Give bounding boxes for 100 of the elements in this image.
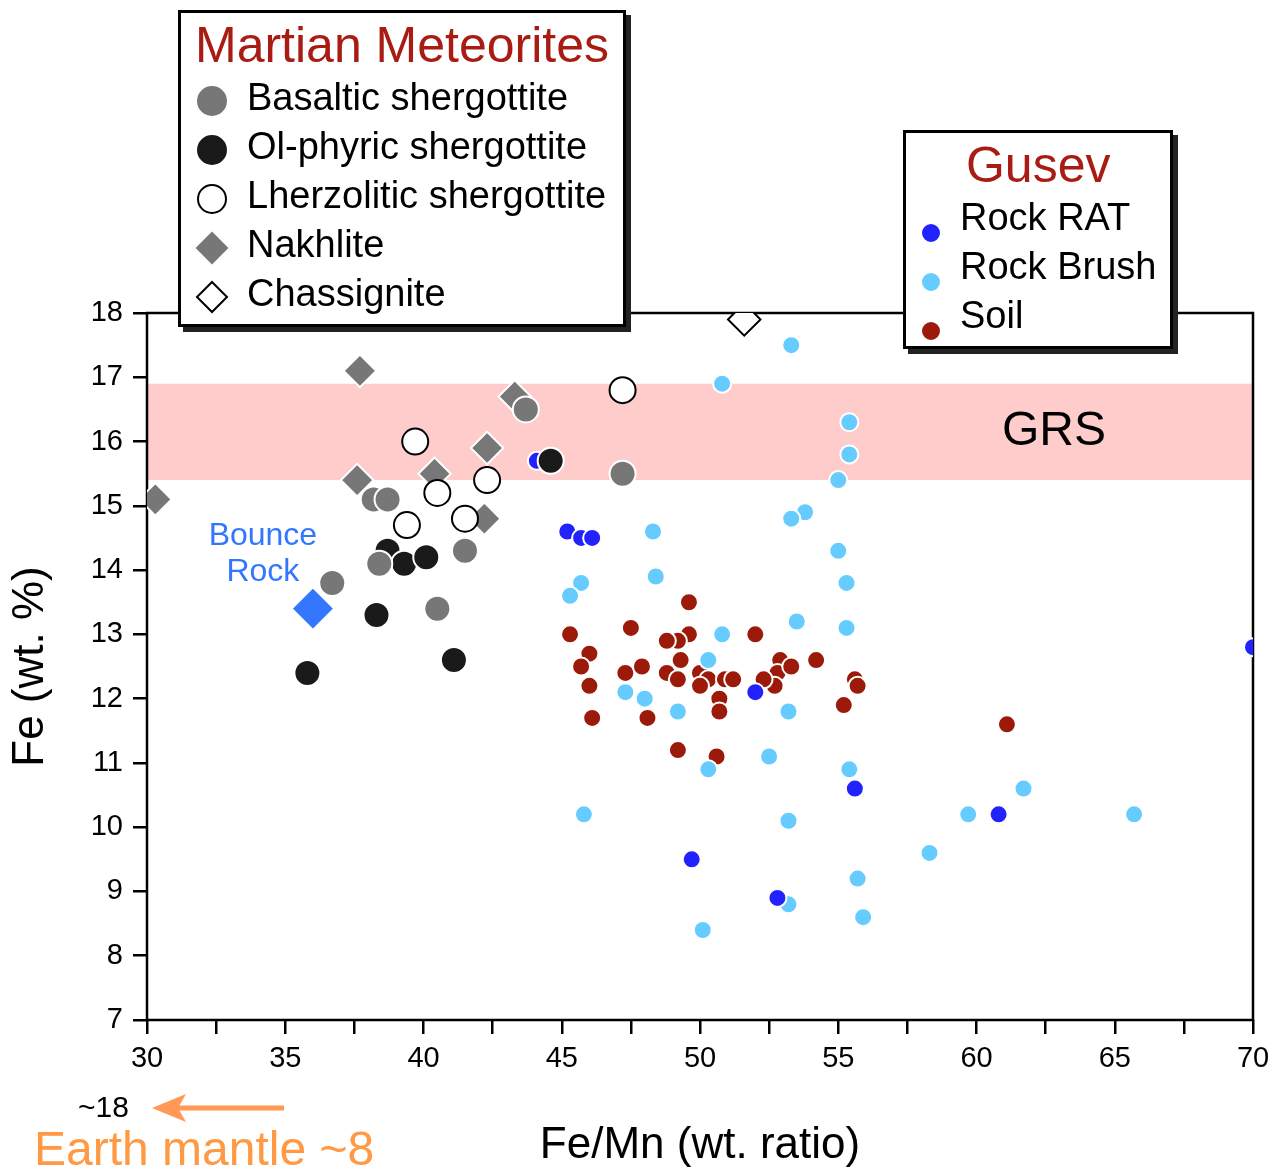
point	[833, 695, 854, 716]
point	[996, 714, 1017, 735]
point	[373, 485, 402, 514]
point	[806, 650, 827, 671]
legend-label: Chassignite	[247, 271, 446, 316]
point	[698, 759, 719, 780]
point	[836, 572, 857, 593]
point	[667, 669, 688, 690]
y-tick-label: 13	[90, 616, 123, 649]
point	[847, 868, 868, 889]
point	[919, 842, 940, 863]
point	[692, 920, 713, 941]
point	[839, 444, 860, 465]
point	[645, 566, 666, 587]
legend-label: Basaltic shergottite	[247, 75, 569, 120]
point	[781, 508, 802, 529]
point	[670, 650, 691, 671]
point	[767, 887, 788, 908]
point	[342, 353, 378, 389]
point	[450, 536, 479, 565]
point	[847, 675, 868, 696]
point	[988, 804, 1009, 825]
point	[828, 540, 849, 561]
point	[690, 675, 710, 696]
point	[667, 701, 688, 722]
point	[362, 601, 391, 630]
point	[656, 630, 677, 651]
x-tick-label: 50	[683, 1041, 717, 1074]
point	[786, 611, 807, 632]
text: ~18	[78, 1090, 129, 1124]
y-axis-title: Fe (wt. %)	[2, 566, 52, 767]
point	[839, 759, 860, 780]
point	[678, 592, 699, 613]
x-tick-label: 30	[130, 1041, 164, 1074]
point	[293, 658, 322, 687]
point	[634, 688, 655, 709]
point	[781, 656, 802, 677]
legend-label: Rock RAT	[960, 195, 1131, 240]
text: Gusev	[964, 137, 1112, 193]
point	[698, 650, 719, 671]
y-tick-label: 11	[92, 744, 123, 777]
point	[745, 624, 766, 645]
y-tick-label: 15	[90, 487, 123, 520]
point	[709, 701, 730, 722]
point	[1124, 804, 1145, 825]
point	[1013, 778, 1034, 799]
legend-label: Soil	[960, 293, 1024, 338]
point	[365, 549, 394, 578]
point	[828, 470, 849, 491]
point	[339, 462, 375, 498]
x-tick-label: 65	[1098, 1041, 1131, 1074]
y-tick-label: 12	[90, 680, 123, 713]
legend-label: Rock Brush	[960, 244, 1157, 289]
y-tick-label: 10	[90, 809, 123, 842]
x-tick-label: 40	[407, 1041, 440, 1074]
point	[423, 594, 452, 623]
point	[667, 740, 688, 761]
y-tick-label: 9	[106, 873, 123, 906]
y-tick-label: 14	[90, 552, 123, 585]
point	[571, 656, 592, 677]
point	[582, 707, 603, 728]
y-tick-label: 8	[106, 937, 123, 970]
y-tick-label: 18	[90, 295, 123, 327]
point	[781, 335, 802, 356]
point	[573, 804, 594, 825]
point	[473, 466, 502, 495]
point	[643, 521, 663, 542]
point	[778, 810, 799, 831]
point	[318, 568, 347, 597]
point	[853, 907, 874, 928]
point	[723, 669, 744, 690]
y-tick-label: 7	[106, 1002, 123, 1034]
point	[401, 427, 430, 456]
text: Earth mantle ~8	[34, 1122, 375, 1176]
x-tick-label: 55	[822, 1041, 855, 1074]
point	[620, 617, 641, 638]
point	[290, 586, 336, 631]
point	[836, 617, 857, 638]
point	[745, 682, 766, 703]
band-label: GRS	[1001, 402, 1106, 456]
x-tick-label: 60	[960, 1041, 993, 1074]
point	[608, 459, 637, 488]
x-axis-title: Fe/Mn (wt. ratio)	[539, 1117, 861, 1167]
point	[571, 572, 592, 593]
point	[582, 527, 603, 548]
point	[608, 376, 637, 405]
point	[615, 682, 636, 703]
point	[844, 778, 865, 799]
point	[839, 412, 860, 433]
y-tick-label: 17	[90, 359, 123, 392]
point	[637, 707, 658, 728]
x-tick-label: 70	[1236, 1041, 1270, 1074]
point	[412, 543, 441, 572]
x-tick-label: 35	[269, 1041, 302, 1074]
point	[958, 804, 979, 825]
point	[615, 662, 636, 683]
point	[778, 701, 799, 722]
point	[631, 656, 652, 677]
point	[439, 646, 468, 675]
legend-label: Ol-phyric shergottite	[247, 124, 588, 169]
